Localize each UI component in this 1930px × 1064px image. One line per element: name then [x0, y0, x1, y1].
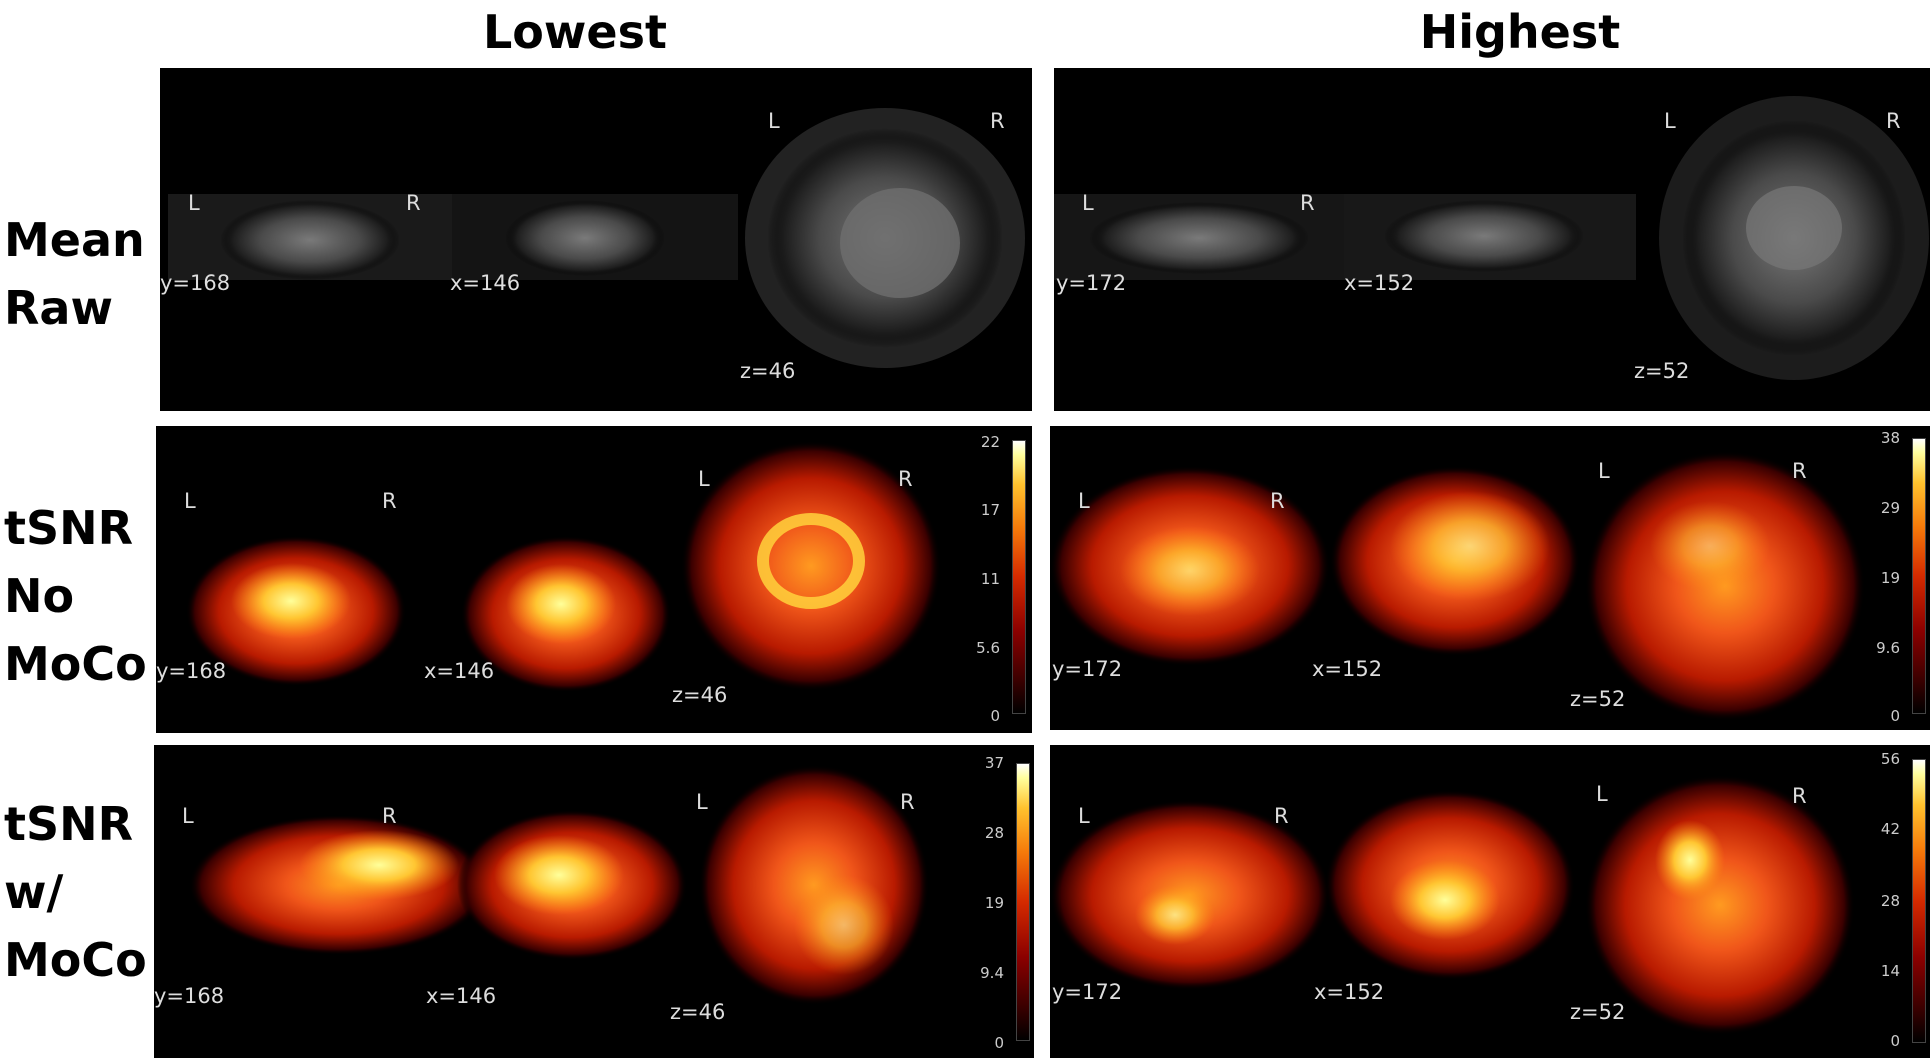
sagittal-slice: [1054, 194, 1344, 280]
colorbar: [1912, 759, 1926, 1043]
colorbar-tick: 19: [1880, 569, 1900, 587]
colorbar-tick: 28: [1880, 892, 1900, 910]
column-header-lowest: Lowest: [483, 5, 667, 59]
slice-z-label: z=52: [1634, 359, 1690, 383]
slice-y-label: y=168: [154, 984, 225, 1008]
column-header-highest: Highest: [1419, 5, 1621, 59]
mean-raw-highest-panel: L R L R y=172 x=152 z=52: [1054, 68, 1930, 411]
coronal-slice: [1344, 194, 1636, 280]
colorbar-tick: 38: [1880, 429, 1900, 447]
colorbar-tick: 37: [984, 754, 1004, 772]
mean-raw-lowest-panel: L R L R y=168 x=146 z=46: [160, 68, 1032, 411]
orientation-left-label: L: [188, 191, 200, 215]
row-label-tsnr-w-moco: tSNR w/MoCo: [4, 797, 147, 987]
coronal-slice: [457, 810, 687, 960]
row-label-mean-raw: Mean Raw: [4, 213, 145, 335]
orientation-right-label: R: [1274, 804, 1289, 828]
slice-z-label: z=46: [672, 683, 728, 707]
orientation-right-label: R: [900, 790, 915, 814]
orientation-left-label: L: [1664, 109, 1676, 133]
orientation-left-label: L: [1078, 489, 1090, 513]
slice-y-label: y=172: [1052, 657, 1123, 681]
slice-z-label: z=52: [1570, 1000, 1626, 1024]
tsnr-w-moco-lowest-panel: L R L R y=168 x=146 z=46 37 28 19 9.4 0: [154, 745, 1034, 1058]
orientation-right-label: R: [1792, 459, 1807, 483]
orientation-right-label: R: [406, 191, 421, 215]
orientation-left-label: L: [182, 804, 194, 828]
colorbar-tick: 0: [990, 707, 1000, 725]
axial-slice: [745, 108, 1025, 368]
slice-y-label: y=172: [1052, 980, 1123, 1004]
orientation-left-label: L: [696, 790, 708, 814]
colorbar-tick: 5.6: [976, 639, 1000, 657]
colorbar: [1912, 438, 1926, 714]
colorbar-tick: 11: [980, 570, 1000, 588]
colorbar-tick: 42: [1880, 820, 1900, 838]
coronal-slice: [1330, 466, 1580, 656]
orientation-left-label: L: [768, 109, 780, 133]
colorbar-tick: 22: [980, 433, 1000, 451]
slice-z-label: z=46: [670, 1000, 726, 1024]
orientation-right-label: R: [382, 804, 397, 828]
slice-x-label: x=146: [450, 271, 521, 295]
slice-y-label: y=172: [1056, 271, 1127, 295]
row-label-tsnr-no-moco: tSNR No MoCo: [4, 501, 147, 691]
sagittal-slice: [186, 536, 406, 686]
orientation-left-label: L: [1598, 459, 1610, 483]
orientation-right-label: R: [1792, 784, 1807, 808]
slice-x-label: x=152: [1344, 271, 1415, 295]
slice-z-label: z=46: [740, 359, 796, 383]
axial-slice: [699, 765, 929, 1005]
tsnr-w-moco-highest-panel: L R L R y=172 x=152 z=52 56 42 28 14 0: [1050, 745, 1930, 1058]
slice-z-label: z=52: [1570, 687, 1626, 711]
colorbar: [1016, 763, 1030, 1041]
axial-slice: [681, 441, 941, 691]
orientation-right-label: R: [898, 467, 913, 491]
colorbar-tick: 0: [1890, 1032, 1900, 1050]
orientation-right-label: R: [1300, 191, 1315, 215]
axial-slice: [1585, 775, 1855, 1035]
colorbar-tick: 28: [984, 824, 1004, 842]
slice-x-label: x=152: [1312, 657, 1383, 681]
slice-x-label: x=146: [424, 659, 495, 683]
colorbar-tick: 56: [1880, 750, 1900, 768]
sagittal-slice: [168, 194, 452, 280]
orientation-left-label: L: [1078, 804, 1090, 828]
colorbar-tick: 0: [1890, 707, 1900, 725]
orientation-left-label: L: [1596, 782, 1608, 806]
axial-slice: [1659, 96, 1929, 380]
orientation-left-label: L: [698, 467, 710, 491]
orientation-right-label: R: [1886, 109, 1901, 133]
orientation-right-label: R: [1270, 489, 1285, 513]
slice-x-label: x=152: [1314, 980, 1385, 1004]
orientation-right-label: R: [990, 109, 1005, 133]
slice-y-label: y=168: [156, 659, 227, 683]
slice-x-label: x=146: [426, 984, 497, 1008]
orientation-left-label: L: [184, 489, 196, 513]
axial-slice: [1585, 451, 1865, 721]
sagittal-slice: [1050, 466, 1330, 666]
colorbar-tick: 9.6: [1876, 639, 1900, 657]
coronal-slice: [452, 194, 738, 280]
sagittal-slice: [1050, 800, 1330, 990]
slice-y-label: y=168: [160, 271, 231, 295]
orientation-left-label: L: [1082, 191, 1094, 215]
colorbar-tick: 19: [984, 894, 1004, 912]
coronal-slice: [461, 536, 671, 692]
orientation-right-label: R: [382, 489, 397, 513]
colorbar-tick: 29: [1880, 499, 1900, 517]
tsnr-no-moco-lowest-panel: L R L R y=168 x=146 z=46 22 17 11 5.6 0: [156, 426, 1032, 733]
colorbar-tick: 14: [1880, 962, 1900, 980]
sagittal-slice: [189, 815, 489, 955]
colorbar: [1012, 440, 1026, 714]
tsnr-no-moco-highest-panel: L R L R y=172 x=152 z=52 38 29 19 9.6 0: [1050, 426, 1930, 730]
coronal-slice: [1325, 790, 1575, 980]
colorbar-tick: 9.4: [980, 964, 1004, 982]
colorbar-tick: 17: [980, 501, 1000, 519]
colorbar-tick: 0: [994, 1034, 1004, 1052]
